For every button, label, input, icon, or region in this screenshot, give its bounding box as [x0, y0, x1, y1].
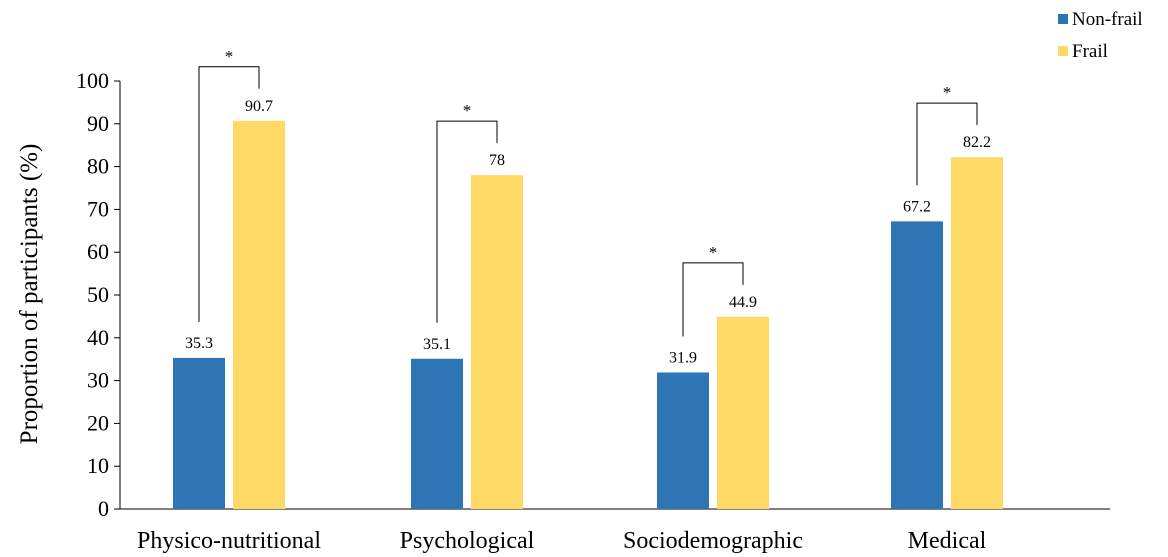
bars — [173, 120, 1003, 509]
axes: 0 10 20 30 40 50 60 70 80 90 100 — [76, 68, 1110, 521]
y-tick-label: 40 — [87, 325, 109, 350]
x-tick-label: Psychological — [400, 528, 535, 554]
significance-mark: * — [709, 243, 718, 262]
data-label: 90.7 — [245, 98, 273, 115]
y-tick-label: 60 — [87, 239, 109, 264]
y-tick-label: 30 — [87, 368, 109, 393]
bar-frail-1 — [233, 120, 285, 509]
bar-non-frail-4 — [891, 221, 943, 509]
significance-mark: * — [943, 83, 952, 102]
y-tick-label: 20 — [87, 410, 109, 435]
data-label: 67.2 — [903, 198, 931, 215]
legend: Non-frail Frail — [1058, 9, 1143, 62]
legend-label-non-frail: Non-frail — [1072, 9, 1143, 30]
legend-label-frail: Frail — [1072, 41, 1108, 62]
y-tick-label: 50 — [87, 282, 109, 307]
y-tick-label: 10 — [87, 453, 109, 478]
x-tick-label: Sociodemographic — [623, 528, 803, 554]
bar-frail-4 — [951, 157, 1003, 509]
significance-bracket — [682, 262, 744, 337]
bar-non-frail-3 — [657, 372, 709, 509]
y-axis-title: Proportion of participants (%) — [16, 144, 43, 445]
data-label: 44.9 — [729, 294, 757, 311]
significance-mark: * — [463, 101, 472, 120]
data-label: 35.3 — [185, 335, 213, 352]
significance-bracket — [436, 120, 498, 323]
y-tick-label: 70 — [87, 196, 109, 221]
x-tick-label: Physico-nutritional — [137, 528, 321, 554]
legend-swatch-non-frail — [1058, 14, 1068, 24]
x-tick-label: Medical — [908, 528, 987, 554]
y-tick-label: 80 — [87, 154, 109, 179]
data-label: 35.1 — [423, 336, 451, 353]
y-tick-label: 90 — [87, 111, 109, 136]
y-tick-label: 0 — [98, 496, 109, 521]
bar-frail-2 — [471, 175, 523, 509]
bar-frail-3 — [717, 316, 769, 509]
y-tick-label: 100 — [76, 68, 109, 93]
y-axis-title-group: Proportion of participants (%) — [16, 144, 43, 445]
significance-mark: * — [225, 47, 234, 66]
legend-swatch-frail — [1058, 46, 1068, 56]
significance-bracket — [916, 102, 978, 186]
data-label: 78 — [489, 152, 505, 169]
bar-non-frail-2 — [411, 358, 463, 509]
bar-non-frail-1 — [173, 357, 225, 509]
significance-bracket — [198, 66, 260, 322]
data-label: 82.2 — [963, 134, 991, 151]
data-label: 31.9 — [669, 349, 697, 366]
significance-brackets: * * * * — [198, 47, 978, 337]
category-labels: Physico-nutritional Psychological Sociodem… — [137, 528, 987, 554]
value-labels: 35.3 90.7 35.1 78 31.9 44.9 67.2 82.2 — [185, 98, 991, 367]
